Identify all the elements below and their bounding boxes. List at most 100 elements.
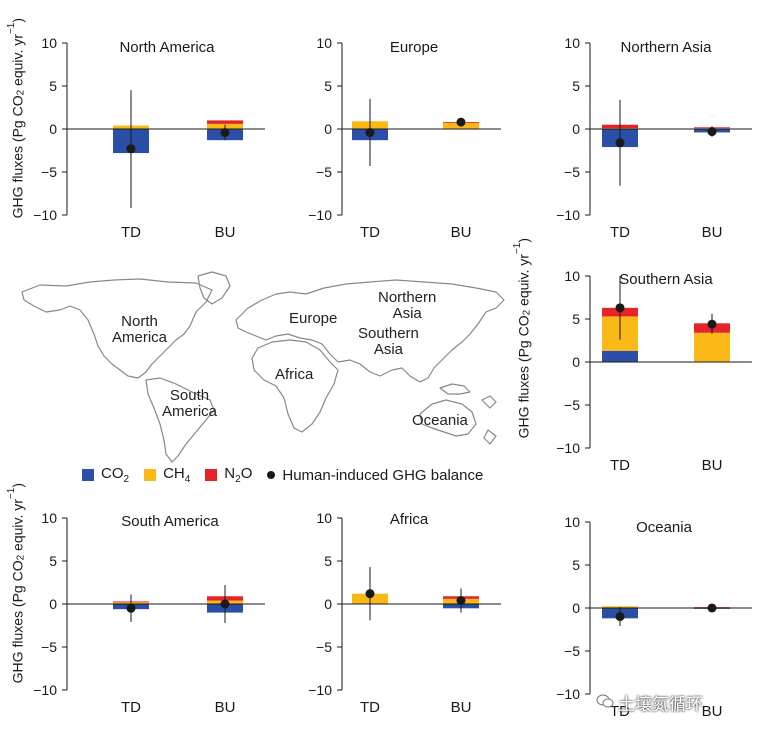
y-tick-label: −10 — [33, 207, 57, 223]
balance-marker-bu — [220, 599, 230, 609]
legend-swatch-co2 — [82, 469, 94, 481]
category-label-bu: BU — [451, 699, 472, 716]
category-label-td: TD — [360, 699, 380, 716]
category-label-bu: BU — [702, 703, 723, 720]
chart-north-america: North America 10 5 0 −5 −10 TD BU — [33, 35, 265, 241]
balance-marker-td — [126, 144, 136, 154]
balance-marker-td — [365, 127, 375, 137]
balance-marker-bu — [707, 127, 717, 137]
legend-label-balance: Human-induced GHG balance — [282, 466, 484, 484]
category-label-td: TD — [610, 457, 630, 474]
y-tick-label: −10 — [308, 207, 332, 223]
category-label-td: TD — [121, 224, 141, 241]
y-tick-label: 5 — [49, 78, 57, 94]
map-label-northern-asia: Northern Asia — [378, 289, 437, 322]
chart-oceania: Oceania 10 5 0 −5 −10 TD BU — [556, 514, 752, 720]
greenland-outline — [197, 271, 231, 305]
world-map — [21, 271, 505, 463]
y-tick-label: 0 — [49, 596, 57, 612]
balance-marker-bu — [707, 319, 717, 329]
y-axis-title-southern-asia: GHG fluxes (Pg CO2 equiv. yr−1) — [512, 238, 533, 439]
chart-title: Europe — [390, 39, 438, 56]
chart-northern-asia: Northern Asia 10 5 0 −5 −10 TD BU — [556, 35, 752, 241]
y-tick-label: 5 — [572, 78, 580, 94]
chart-southern-asia: Southern Asia 10 5 0 −5 −10 TD BU — [556, 268, 752, 474]
map-label-southern-asia: Southern Asia — [358, 325, 419, 358]
y-tick-label: −5 — [564, 164, 580, 180]
balance-marker-td — [615, 138, 625, 148]
y-tick-label: −5 — [316, 164, 332, 180]
category-label-bu: BU — [702, 457, 723, 474]
legend-label-co2: CO2 — [101, 465, 130, 485]
legend: CO2 CH4 N2O Human-induced GHG balance — [82, 465, 483, 485]
south-america-outline — [145, 377, 215, 463]
chart-south-america: South America 10 5 0 −5 −10 TD BU — [33, 510, 265, 716]
chart-title: South America — [121, 513, 219, 530]
legend-swatch-n2o — [205, 469, 218, 481]
chart-title: Africa — [390, 511, 429, 528]
y-tick-label: 10 — [564, 514, 580, 530]
y-tick-label: 0 — [324, 121, 332, 137]
legend-swatch-ch4 — [144, 469, 157, 481]
y-tick-label: −10 — [33, 682, 57, 698]
map-label-oceania: Oceania — [412, 412, 468, 429]
chart-title: North America — [119, 39, 215, 56]
y-tick-label: −5 — [564, 397, 580, 413]
y-tick-label: −10 — [308, 682, 332, 698]
category-label-td: TD — [610, 224, 630, 241]
y-tick-label: 5 — [324, 553, 332, 569]
y-tick-label: −5 — [316, 639, 332, 655]
y-tick-label: −5 — [41, 164, 57, 180]
y-tick-label: 5 — [572, 557, 580, 573]
watermark: 土壤氮循环 — [618, 695, 703, 714]
balance-marker-td — [365, 589, 375, 599]
map-label-south-america: South America — [162, 387, 218, 420]
y-tick-label: −10 — [556, 440, 580, 456]
chart-title: Northern Asia — [621, 39, 713, 56]
category-label-td: TD — [121, 699, 141, 716]
balance-marker-bu — [456, 596, 466, 606]
y-axis-title-bottom: GHG fluxes (Pg CO2 equiv. yr−1) — [6, 483, 27, 684]
islands-outline — [439, 383, 497, 445]
map-label-north-america: North America — [112, 313, 168, 346]
category-label-bu: BU — [702, 224, 723, 241]
bar-ch4-bu — [694, 332, 730, 362]
y-tick-label: 0 — [49, 121, 57, 137]
y-tick-label: 10 — [316, 35, 332, 51]
y-tick-label: 5 — [49, 553, 57, 569]
y-tick-label: 0 — [572, 121, 580, 137]
chart-europe: Europe 10 5 0 −5 −10 TD BU — [308, 35, 501, 241]
chart-title: Oceania — [636, 519, 693, 536]
y-tick-label: 10 — [41, 35, 57, 51]
y-tick-label: −5 — [41, 639, 57, 655]
category-label-bu: BU — [215, 224, 236, 241]
balance-marker-td — [126, 603, 136, 613]
eurasia-outline — [235, 279, 505, 383]
legend-label-ch4: CH4 — [163, 465, 191, 485]
y-tick-label: 10 — [564, 268, 580, 284]
legend-label-n2o: N2O — [224, 465, 253, 485]
chart-africa: Africa 10 5 0 −5 −10 TD BU — [308, 510, 501, 716]
y-tick-label: 5 — [572, 311, 580, 327]
y-tick-label: 10 — [564, 35, 580, 51]
north-america-outline — [21, 278, 213, 379]
bar-co2-td — [602, 350, 638, 362]
category-label-td: TD — [360, 224, 380, 241]
y-tick-label: −10 — [556, 686, 580, 702]
balance-marker-bu — [220, 127, 230, 137]
y-tick-label: 0 — [572, 354, 580, 370]
africa-outline — [251, 339, 339, 433]
y-axis-title-top: GHG fluxes (Pg CO2 equiv. yr−1) — [6, 18, 27, 219]
y-tick-label: −5 — [564, 643, 580, 659]
charts-layer: North America 10 5 0 −5 −10 TD BU Europe 10 5 0 −5 −1… — [33, 35, 752, 720]
balance-marker-bu — [456, 117, 466, 127]
y-tick-label: 0 — [572, 600, 580, 616]
map-label-europe: Europe — [289, 310, 338, 327]
balance-marker-td — [615, 612, 625, 622]
map-label-africa: Africa — [275, 366, 314, 383]
y-tick-label: 5 — [324, 78, 332, 94]
chart-title: Southern Asia — [619, 271, 713, 288]
balance-marker-bu — [707, 603, 717, 613]
category-label-bu: BU — [451, 224, 472, 241]
